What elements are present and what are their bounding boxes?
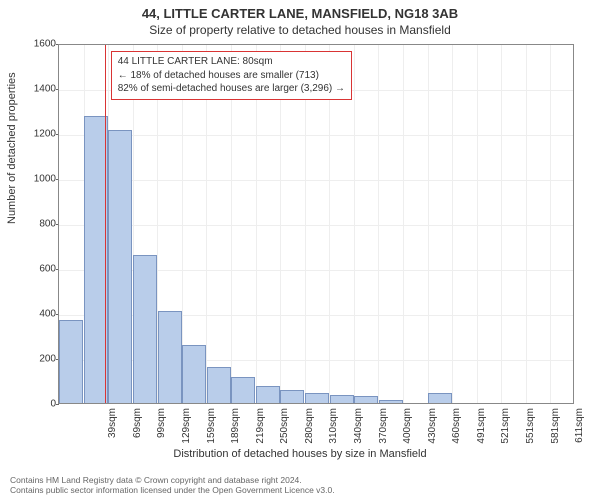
- x-axis-label: Distribution of detached houses by size …: [0, 448, 600, 460]
- callout-line: ← 18% of detached houses are smaller (71…: [118, 69, 345, 83]
- bar: [428, 393, 452, 403]
- x-tick-label: 39sqm: [107, 408, 118, 448]
- gridline-v: [452, 45, 453, 403]
- x-tick-label: 521sqm: [500, 408, 511, 448]
- y-tick-label: 1200: [32, 129, 56, 140]
- page-title-subtitle: Size of property relative to detached ho…: [0, 21, 600, 37]
- callout-line: 44 LITTLE CARTER LANE: 80sqm: [118, 55, 345, 69]
- callout-box: 44 LITTLE CARTER LANE: 80sqm← 18% of det…: [111, 51, 352, 100]
- y-tick-label: 1600: [32, 39, 56, 50]
- plot-area: 44 LITTLE CARTER LANE: 80sqm← 18% of det…: [58, 44, 574, 404]
- x-tick-label: 551sqm: [525, 408, 536, 448]
- gridline-v: [477, 45, 478, 403]
- gridline-h: [59, 180, 573, 181]
- x-tick-label: 611sqm: [574, 408, 585, 448]
- bar: [330, 395, 354, 403]
- bar: [280, 390, 304, 404]
- x-tick-label: 340sqm: [353, 408, 364, 448]
- attribution-line2: Contains public sector information licen…: [10, 485, 335, 496]
- x-tick-label: 310sqm: [328, 408, 339, 448]
- bar: [354, 396, 378, 403]
- x-tick-label: 189sqm: [230, 408, 241, 448]
- bar: [182, 345, 206, 404]
- y-tick-label: 800: [32, 219, 56, 230]
- gridline-v: [403, 45, 404, 403]
- page-title-address: 44, LITTLE CARTER LANE, MANSFIELD, NG18 …: [0, 0, 600, 21]
- x-tick-label: 370sqm: [378, 408, 389, 448]
- x-tick-label: 581sqm: [550, 408, 561, 448]
- y-tick-mark: [56, 404, 59, 405]
- bar: [231, 377, 255, 403]
- bar: [256, 386, 280, 403]
- x-tick-label: 460sqm: [451, 408, 462, 448]
- x-tick-label: 430sqm: [427, 408, 438, 448]
- attribution: Contains HM Land Registry data © Crown c…: [10, 475, 335, 496]
- bar: [305, 393, 329, 403]
- y-axis-label: Number of detached properties: [6, 72, 18, 224]
- marker-line: [105, 45, 106, 403]
- callout-line: 82% of semi-detached houses are larger (…: [118, 82, 345, 96]
- gridline-v: [354, 45, 355, 403]
- y-tick-label: 1400: [32, 84, 56, 95]
- y-tick-label: 0: [32, 399, 56, 410]
- y-tick-label: 1000: [32, 174, 56, 185]
- chart-area: 44 LITTLE CARTER LANE: 80sqm← 18% of det…: [58, 44, 574, 404]
- x-tick-label: 219sqm: [255, 408, 266, 448]
- x-tick-label: 129sqm: [181, 408, 192, 448]
- gridline-h: [59, 135, 573, 136]
- gridline-v: [550, 45, 551, 403]
- bar: [158, 311, 182, 403]
- gridline-v: [378, 45, 379, 403]
- gridline-v: [526, 45, 527, 403]
- x-tick-label: 400sqm: [402, 408, 413, 448]
- x-tick-label: 69sqm: [132, 408, 143, 448]
- x-tick-label: 159sqm: [206, 408, 217, 448]
- x-tick-label: 99sqm: [156, 408, 167, 448]
- y-tick-label: 600: [32, 264, 56, 275]
- gridline-v: [501, 45, 502, 403]
- x-tick-label: 280sqm: [304, 408, 315, 448]
- attribution-line1: Contains HM Land Registry data © Crown c…: [10, 475, 335, 486]
- bar: [207, 367, 231, 403]
- bar: [379, 400, 403, 403]
- x-tick-label: 250sqm: [279, 408, 290, 448]
- gridline-h: [59, 225, 573, 226]
- bar: [59, 320, 83, 403]
- x-tick-label: 491sqm: [476, 408, 487, 448]
- bar: [108, 130, 132, 403]
- y-tick-label: 400: [32, 309, 56, 320]
- bar: [133, 255, 157, 404]
- gridline-v: [428, 45, 429, 403]
- y-tick-label: 200: [32, 354, 56, 365]
